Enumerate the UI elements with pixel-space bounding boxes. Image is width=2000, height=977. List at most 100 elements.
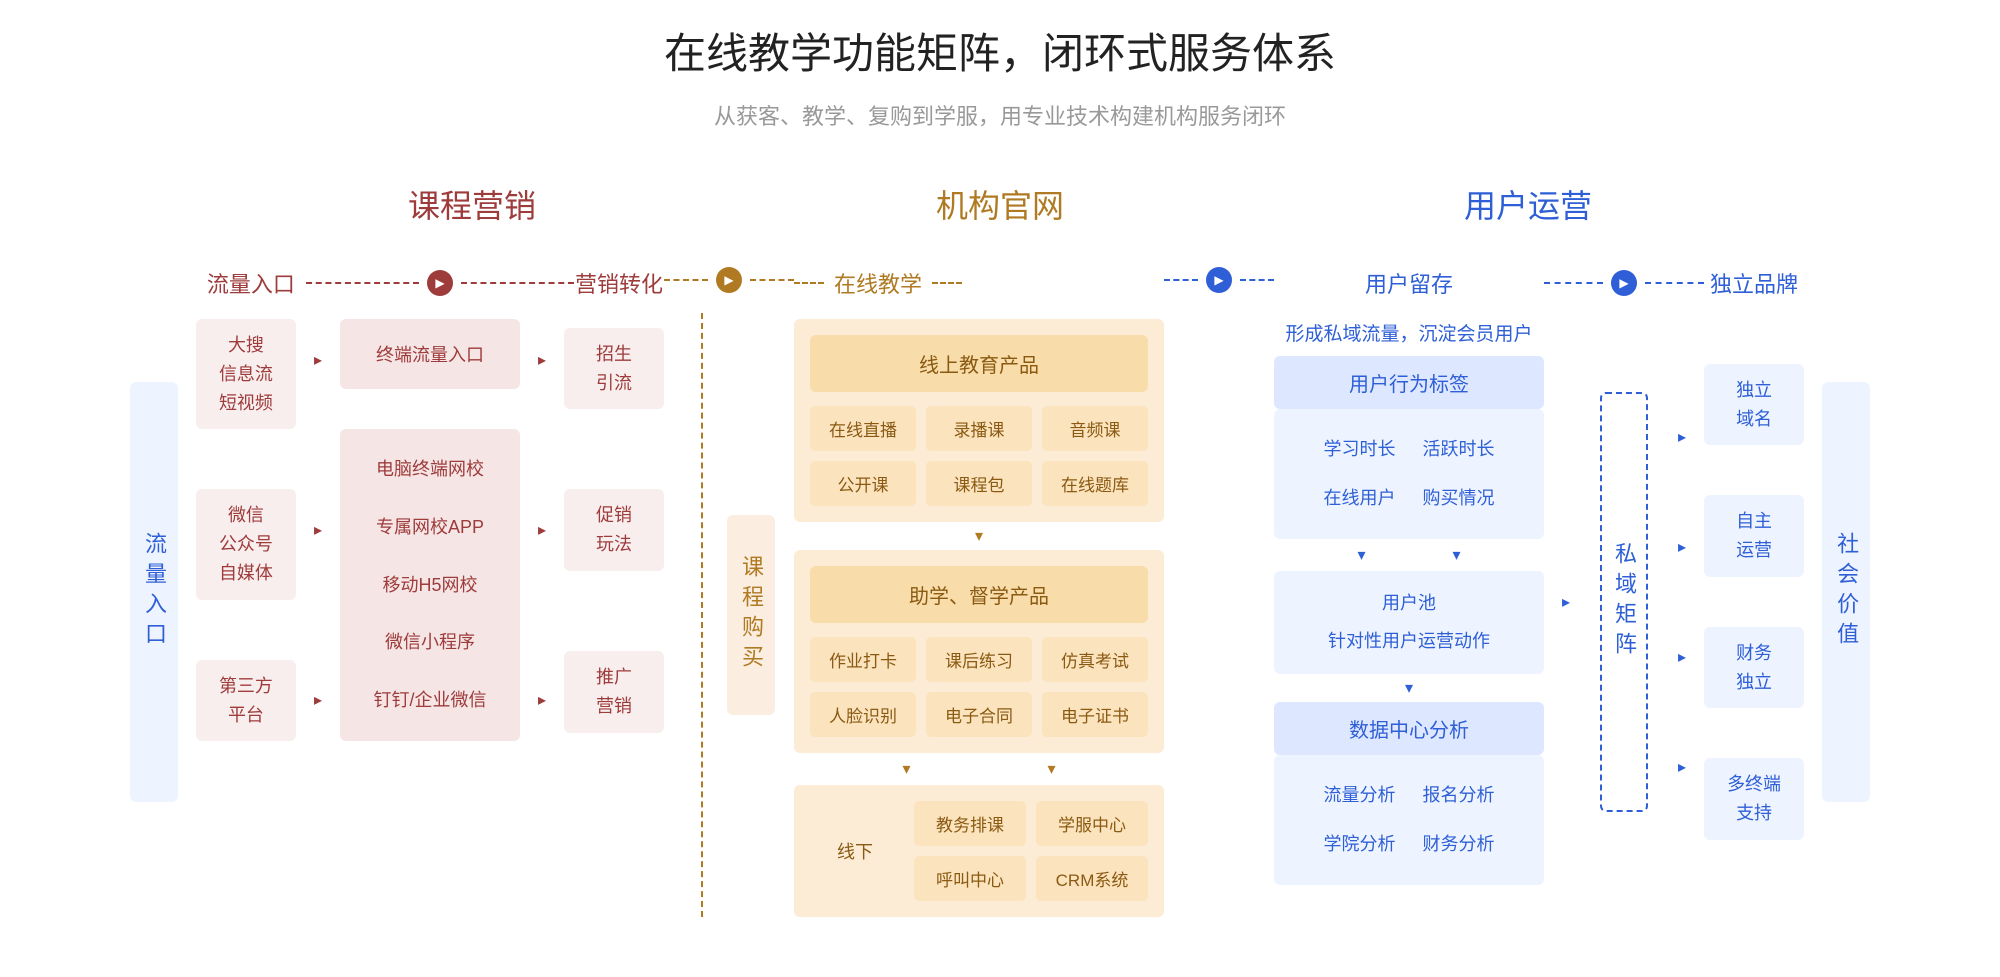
dash-line [461, 282, 574, 284]
vertical-dash [701, 313, 703, 917]
chip: 录播课 [926, 406, 1032, 451]
line: 引流 [596, 369, 632, 398]
online-products-title: 线上教育产品 [810, 335, 1148, 392]
line: 营销 [596, 692, 632, 721]
terminals-list: 电脑终端网校 专属网校APP 移动H5网校 微信小程序 钉钉/企业微信 [340, 429, 520, 741]
page-subtitle: 从获客、教学、复购到学服，用专业技术构建机构服务闭环 [0, 99, 2000, 131]
brand-finance: 财务 独立 [1704, 627, 1804, 709]
header-brand: 独立品牌 [1704, 267, 1804, 299]
marketing-group: 流量入口 ▶ 营销转化 大搜 信息流 短视频 微信 [196, 267, 664, 917]
arrow-right-icon: ▸ [314, 520, 322, 540]
marketing-body: 大搜 信息流 短视频 微信 公众号 自媒体 第三方 平台 [196, 319, 664, 741]
line: 平台 [228, 701, 264, 730]
header-conversion: 营销转化 [574, 267, 664, 299]
chip: 教务排课 [914, 801, 1026, 846]
diagram-root: 在线教学功能矩阵，闭环式服务体系 从获客、教学、复购到学服，用专业技术构建机构服… [0, 0, 2000, 977]
marketing-header-row: 流量入口 ▶ 营销转化 [196, 267, 664, 299]
terminal-wxmini: 微信小程序 [385, 628, 475, 657]
line: 信息流 [219, 360, 273, 389]
pool-sub: 针对性用户运营动作 [1328, 627, 1490, 656]
chip: 作业打卡 [810, 637, 916, 682]
assist-products-title: 助学、督学产品 [810, 566, 1148, 623]
item: 流量分析 [1324, 781, 1396, 810]
terminal-app: 专属网校APP [376, 513, 484, 542]
dash-line [750, 279, 794, 281]
data-row: 流量分析 报名分析 [1290, 771, 1528, 820]
line: 独立 [1736, 668, 1772, 697]
section-titles-row: 课程营销 机构官网 用户运营 [0, 181, 2000, 227]
chip: CRM系统 [1036, 856, 1148, 901]
chip: 呼叫中心 [914, 856, 1026, 901]
pillar-traffic-entry: 流量入口 [130, 382, 178, 802]
arrow-down-icon: ▾ [1274, 674, 1544, 702]
diagram-body: 流量入口 流量入口 ▶ 营销转化 大搜 信息流 短视频 [0, 267, 2000, 917]
chip: 在线题库 [1042, 461, 1148, 506]
arrow-down-icon: ▾ [1452, 545, 1460, 565]
chip: 课程包 [926, 461, 1032, 506]
arrow-circle-icon: ▶ [1611, 270, 1637, 296]
line: 大搜 [228, 331, 264, 360]
dash-line [664, 279, 708, 281]
arrow-right-icon: ▸ [538, 350, 546, 370]
data-panel: 流量分析 报名分析 学院分析 财务分析 [1274, 755, 1544, 885]
behavior-row: 学习时长 活跃时长 [1290, 425, 1528, 474]
traffic-source-1: 大搜 信息流 短视频 [196, 319, 296, 429]
dash-line [1240, 279, 1274, 281]
arrow-right-icon: ▸ [538, 520, 546, 540]
conversion-col: 招生 引流 促销 玩法 推广 营销 [564, 319, 664, 741]
chip: 学服中心 [1036, 801, 1148, 846]
pool-panel: 用户池 针对性用户运营动作 [1274, 571, 1544, 675]
offline-grid: 教务排课 学服中心 呼叫中心 CRM系统 [914, 801, 1148, 901]
operation-group: 用户留存 ▶ 独立品牌 形成私域流量，沉淀会员用户 用户行为标签 学习时长 [1274, 267, 1804, 917]
chip: 音频课 [1042, 406, 1148, 451]
online-products-grid: 在线直播 录播课 音频课 公开课 课程包 在线题库 [810, 406, 1148, 506]
conv-spread: 推广 营销 [564, 651, 664, 733]
dash-line [1645, 282, 1704, 284]
item: 购买情况 [1423, 484, 1495, 513]
line: 招生 [596, 340, 632, 369]
assist-products-panel: 助学、督学产品 作业打卡 课后练习 仿真考试 人脸识别 电子合同 电子证书 [794, 550, 1164, 753]
terminals-col: 终端流量入口 电脑终端网校 专属网校APP 移动H5网校 微信小程序 钉钉/企业… [340, 319, 520, 741]
arrow-to-private: ▸ [1556, 319, 1576, 885]
arrow-right-icon: ▸ [314, 350, 322, 370]
brand-self-op: 自主 运营 [1704, 495, 1804, 577]
online-col: 线上教育产品 在线直播 录播课 音频课 公开课 课程包 在线题库 ▾ 助学、督学… [794, 319, 1164, 917]
arrow-right-icon: ▸ [1678, 427, 1686, 447]
conv-promo: 促销 玩法 [564, 489, 664, 571]
assist-products-grid: 作业打卡 课后练习 仿真考试 人脸识别 电子合同 电子证书 [810, 637, 1148, 737]
arrow-traffic-to-convert: ▶ [306, 270, 574, 296]
dash-line [306, 282, 419, 284]
line: 支持 [1736, 799, 1772, 828]
line: 运营 [1736, 536, 1772, 565]
retention-col: 形成私域流量，沉淀会员用户 用户行为标签 学习时长 活跃时长 在线用户 购买情况 [1274, 319, 1544, 885]
terminal-end-entry: 终端流量入口 [340, 319, 520, 389]
chip: 电子证书 [1042, 692, 1148, 737]
offline-label: 线下 [810, 801, 900, 901]
line: 财务 [1736, 639, 1772, 668]
arrows-down: ▾ ▾ [1274, 539, 1544, 571]
line: 自媒体 [219, 559, 273, 588]
terminal-h5: 移动H5网校 [382, 571, 477, 600]
header-online-teach: 在线教学 [824, 267, 932, 299]
arrow-right-icon: ▸ [314, 690, 322, 710]
chip: 在线直播 [810, 406, 916, 451]
arrow-right-icon: ▸ [1678, 757, 1686, 777]
brand-domain: 独立 域名 [1704, 364, 1804, 446]
arrow-down-icon: ▾ [794, 522, 1164, 550]
official-body: 线上教育产品 在线直播 录播课 音频课 公开课 课程包 在线题库 ▾ 助学、督学… [794, 319, 1164, 917]
traffic-source-2: 微信 公众号 自媒体 [196, 489, 296, 599]
chip: 公开课 [810, 461, 916, 506]
traffic-sources-col: 大搜 信息流 短视频 微信 公众号 自媒体 第三方 平台 [196, 319, 296, 741]
behavior-row: 在线用户 购买情况 [1290, 474, 1528, 523]
behavior-panel: 学习时长 活跃时长 在线用户 购买情况 [1274, 409, 1544, 539]
section-title-operation: 用户运营 [1464, 181, 1592, 227]
line: 公众号 [219, 530, 273, 559]
line: 短视频 [219, 389, 273, 418]
dash-line [932, 282, 962, 284]
item: 报名分析 [1423, 781, 1495, 810]
section-title-marketing: 课程营销 [408, 181, 536, 227]
arrow-right-icon: ▸ [1678, 647, 1686, 667]
chip: 人脸识别 [810, 692, 916, 737]
bridge-red-brown: ▶ 课程购买 [664, 267, 794, 917]
small-arrows-col: ▸ ▸ ▸ ▸ [1672, 319, 1692, 885]
